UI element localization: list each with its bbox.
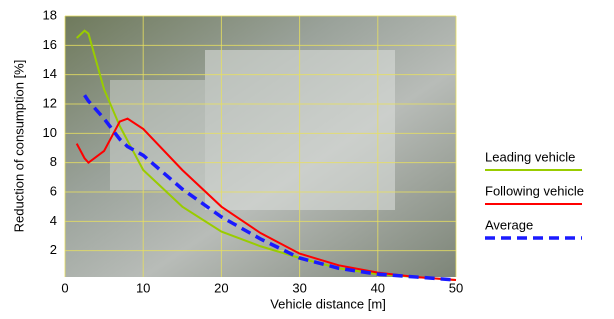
x-tick-label: 30	[292, 280, 306, 295]
y-tick-label: 8	[50, 154, 57, 169]
y-tick-label: 12	[43, 95, 57, 110]
chart: Vehicle distance [m] Reduction of consum…	[0, 0, 614, 314]
x-tick-label: 40	[371, 280, 385, 295]
y-tick-label: 6	[50, 183, 57, 198]
x-tick-label: 50	[449, 280, 463, 295]
y-axis-label: Reduction of consumption [%]	[11, 60, 26, 233]
x-tick-label: 0	[61, 280, 68, 295]
legend-label: Average	[485, 217, 533, 232]
y-tick-label: 14	[43, 66, 57, 81]
x-tick-label: 10	[136, 280, 150, 295]
x-axis-label: Vehicle distance [m]	[270, 296, 386, 311]
y-tick-label: 16	[43, 37, 57, 52]
legend-label: Following vehicle	[485, 183, 584, 198]
y-tick-label: 2	[50, 242, 57, 257]
y-tick-label: 18	[43, 7, 57, 22]
x-tick-label: 20	[214, 280, 228, 295]
y-tick-label: 10	[43, 125, 57, 140]
legend-label: Leading vehicle	[485, 149, 575, 164]
y-tick-label: 4	[50, 213, 57, 228]
